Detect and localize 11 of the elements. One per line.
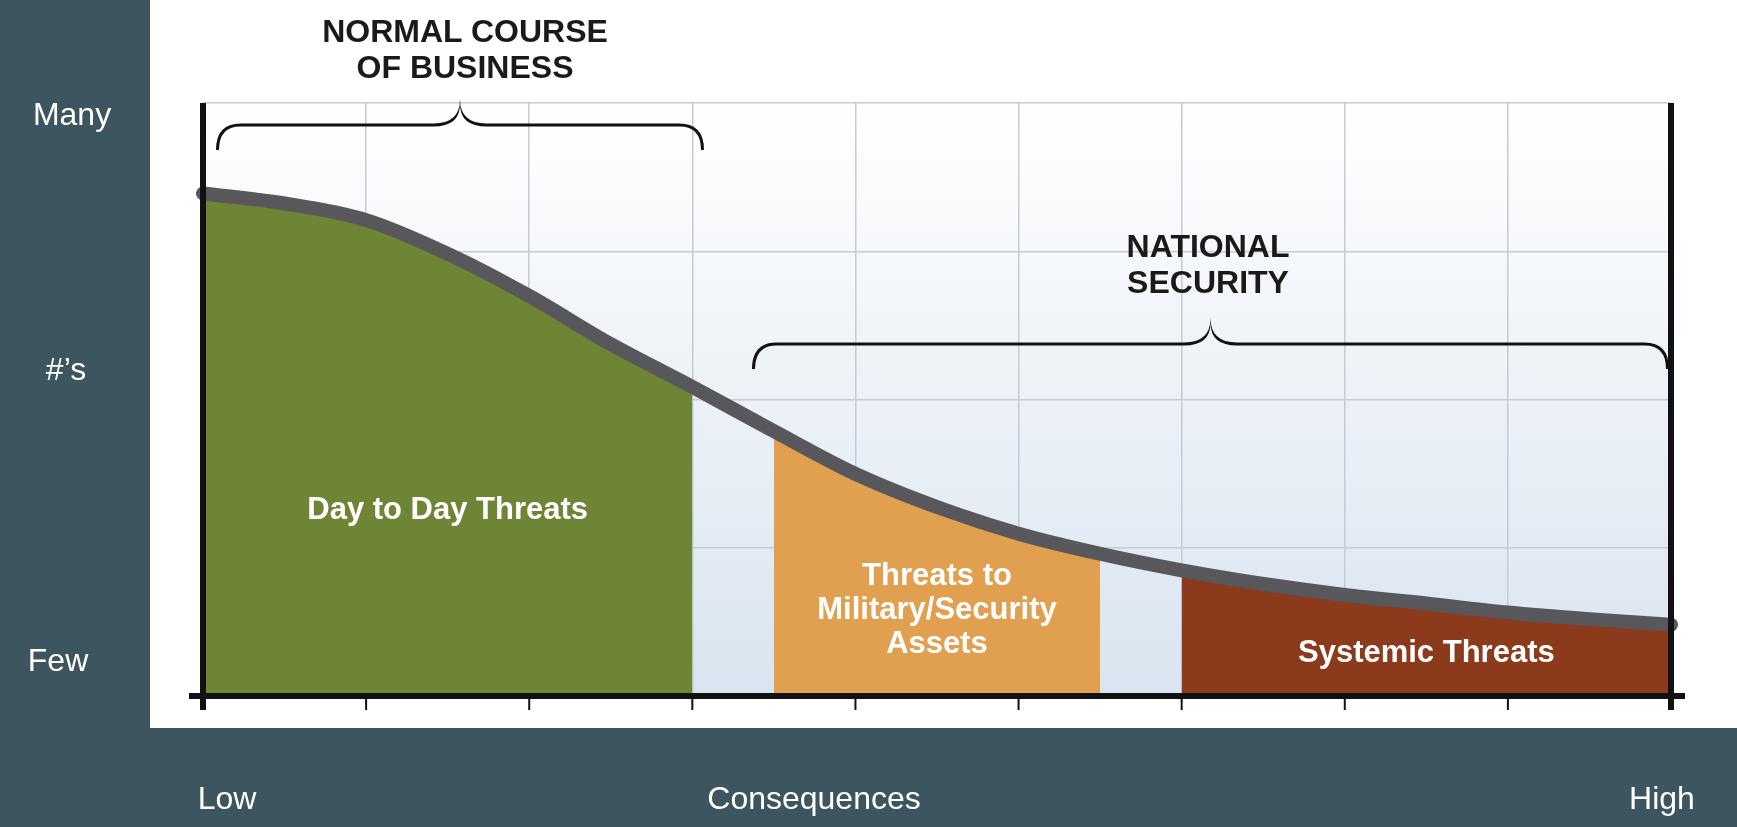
x-axis-title: Consequences bbox=[707, 779, 921, 816]
series-label: Threats to Military/Security Assets bbox=[817, 557, 1058, 661]
series-label: Systemic Threats bbox=[1297, 633, 1555, 669]
y-axis-title: #’s bbox=[45, 350, 87, 387]
annotation: NATIONAL SECURITY bbox=[1126, 227, 1290, 300]
text: NORMAL COURSE OF BUSINESS bbox=[322, 12, 608, 85]
text: Low bbox=[197, 779, 258, 816]
text: Few bbox=[27, 641, 90, 678]
series-label: Day to Day Threats bbox=[307, 491, 589, 527]
text: Many bbox=[32, 95, 112, 132]
text: High bbox=[1629, 779, 1695, 816]
